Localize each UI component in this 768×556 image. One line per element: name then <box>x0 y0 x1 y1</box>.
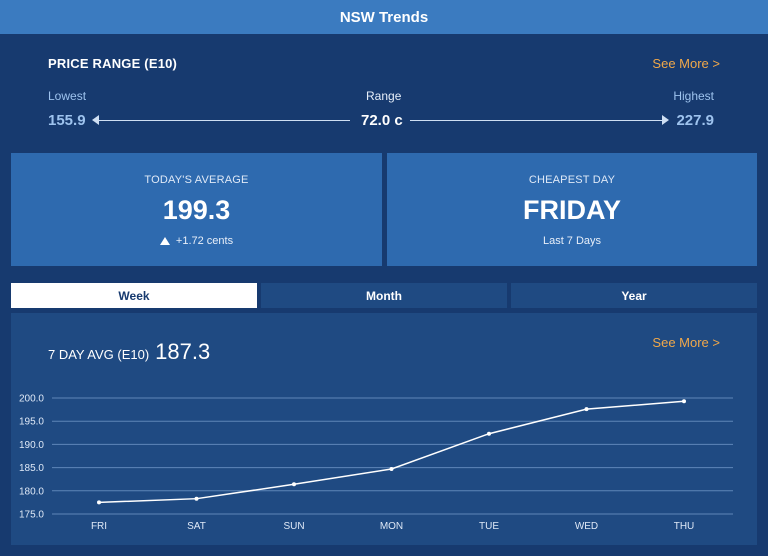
tab-year[interactable]: Year <box>511 283 757 308</box>
todays-average-title: TODAY'S AVERAGE <box>144 174 249 186</box>
x-tick-label: TUE <box>479 521 499 532</box>
line-chart: 175.0 180.0 185.0 190.0 195.0 200.0 FRI SAT SUN M… <box>19 394 733 532</box>
lowest-label: Lowest <box>48 89 87 103</box>
data-point <box>292 482 296 487</box>
y-tick-label: 180.0 <box>19 486 44 497</box>
cheapest-day-title: CHEAPEST DAY <box>528 174 616 186</box>
chart-title-value: 187.3 <box>155 339 211 364</box>
series-line <box>98 400 685 504</box>
y-tick-label: 200.0 <box>19 394 44 405</box>
chart-see-more-link[interactable]: See More > <box>652 335 720 350</box>
price-range-see-more-link[interactable]: See More > <box>652 56 720 71</box>
todays-average-value: 199.3 <box>162 195 231 225</box>
data-point <box>389 466 394 471</box>
data-point <box>682 399 686 404</box>
chart-title: 7 DAY AVG (E10) 187.3 <box>48 339 210 365</box>
tab-week[interactable]: Week <box>11 283 257 308</box>
todays-average-change: +1.72 cents <box>11 235 382 247</box>
highest-value: 227.9 <box>676 112 714 129</box>
arrow-left-icon <box>92 115 99 125</box>
x-tick-label: FRI <box>91 521 107 532</box>
price-range-section: PRICE RANGE (E10) See More > Lowest Rang… <box>0 34 768 147</box>
data-point <box>487 431 491 436</box>
x-tick-label: SUN <box>283 521 304 532</box>
range-value: 72.0 c <box>361 112 403 129</box>
chart-panel: 7 DAY AVG (E10) 187.3 See More > 175.0 18… <box>11 313 757 545</box>
period-tabs: Week Month Year <box>11 283 757 308</box>
range-arrow-line-right <box>410 120 664 121</box>
x-tick-label: THU <box>674 521 695 532</box>
y-tick-label: 175.0 <box>19 510 44 521</box>
highest-label: Highest <box>673 89 714 103</box>
price-range-title: PRICE RANGE (E10) <box>48 56 178 71</box>
lowest-value: 155.9 <box>48 112 86 129</box>
data-point <box>584 407 589 412</box>
tab-month[interactable]: Month <box>261 283 507 308</box>
range-arrow-line-left <box>96 120 350 121</box>
cheapest-day-card: CHEAPEST DAY FRIDAY Last 7 Days <box>387 153 757 266</box>
range-label: Range <box>366 89 402 103</box>
chart-title-label: 7 DAY AVG (E10) <box>48 347 150 362</box>
cheapest-day-value: FRIDAY <box>522 195 622 225</box>
x-tick-label: WED <box>575 521 598 532</box>
data-point <box>194 496 199 501</box>
data-point <box>97 500 101 505</box>
app-header: NSW Trends <box>0 0 768 34</box>
x-tick-label: MON <box>380 521 403 532</box>
y-tick-label: 185.0 <box>19 463 44 474</box>
x-tick-label: SAT <box>187 521 206 532</box>
todays-average-card: TODAY'S AVERAGE 199.3 +1.72 cents <box>11 153 382 266</box>
cheapest-day-subtitle: Last 7 Days <box>542 235 602 247</box>
todays-average-change-text: +1.72 cents <box>175 235 234 247</box>
trend-up-icon <box>159 237 170 245</box>
app-title: NSW Trends <box>339 8 429 26</box>
y-tick-label: 190.0 <box>19 440 44 451</box>
arrow-right-icon <box>662 115 669 125</box>
y-tick-label: 195.0 <box>19 417 44 428</box>
